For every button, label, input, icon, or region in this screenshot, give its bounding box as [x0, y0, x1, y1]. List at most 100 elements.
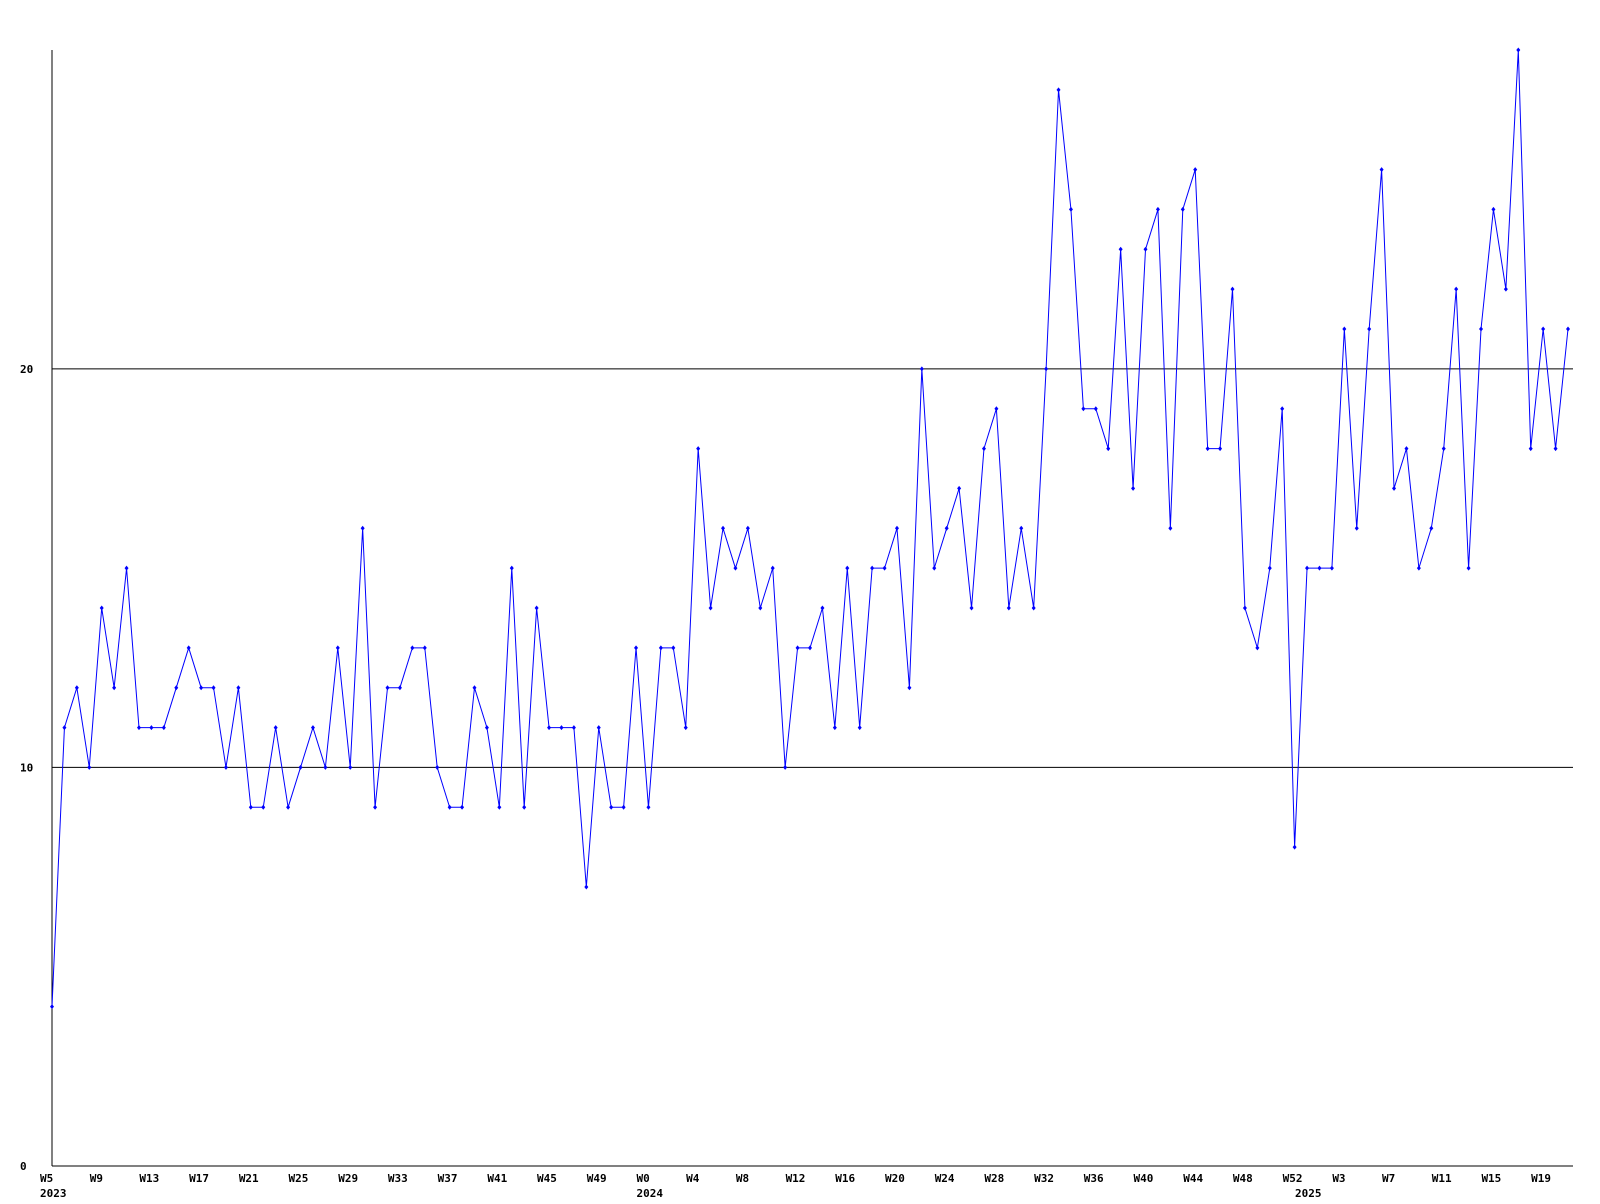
data-point: [1317, 565, 1322, 571]
data-point: [1528, 446, 1533, 452]
data-point: [708, 605, 713, 611]
x-tick-label: W37: [438, 1172, 458, 1185]
data-point: [74, 685, 79, 691]
data-point: [1093, 406, 1098, 412]
data-point: [1019, 525, 1024, 531]
data-point: [894, 525, 899, 531]
data-point: [261, 804, 266, 810]
data-point: [1404, 446, 1409, 452]
data-point: [1180, 206, 1185, 212]
data-point: [273, 725, 278, 731]
x-tick-label: W36: [1084, 1172, 1104, 1185]
x-tick-label: W13: [139, 1172, 159, 1185]
data-point: [857, 725, 862, 731]
data-point: [1155, 206, 1160, 212]
data-point: [1491, 206, 1496, 212]
data-point: [124, 565, 129, 571]
data-point: [1230, 286, 1235, 292]
data-point: [1193, 167, 1198, 173]
data-point: [1292, 844, 1297, 850]
y-tick-label: 20: [20, 363, 33, 376]
data-point: [981, 446, 986, 452]
data-point: [1131, 485, 1136, 491]
data-point: [1168, 525, 1173, 531]
x-tick-label: W9: [90, 1172, 103, 1185]
data-point: [1006, 605, 1011, 611]
data-point: [435, 764, 440, 770]
x-tick-label: W7: [1382, 1172, 1395, 1185]
data-point: [634, 645, 639, 651]
data-point: [1503, 286, 1508, 292]
data-point: [969, 605, 974, 611]
data-point: [199, 685, 204, 691]
x-tick-label: W48: [1233, 1172, 1253, 1185]
year-label: 2023: [40, 1187, 67, 1200]
data-point: [547, 725, 552, 731]
data-point: [919, 366, 924, 372]
data-point: [1044, 366, 1049, 372]
data-point: [1479, 326, 1484, 332]
x-tick-label: W29: [338, 1172, 358, 1185]
data-point: [397, 685, 402, 691]
data-point: [1056, 87, 1061, 93]
data-point: [149, 725, 154, 731]
data-point: [907, 685, 912, 691]
data-point: [584, 884, 589, 890]
data-point: [1367, 326, 1372, 332]
x-tick-label: W41: [487, 1172, 507, 1185]
x-tick-label: W16: [835, 1172, 855, 1185]
data-point: [472, 685, 477, 691]
data-point: [1454, 286, 1459, 292]
data-point: [186, 645, 191, 651]
x-tick-label: W24: [935, 1172, 955, 1185]
data-point: [1516, 47, 1521, 53]
data-point: [174, 685, 179, 691]
data-point: [1553, 446, 1558, 452]
data-point: [758, 605, 763, 611]
year-label: 2024: [636, 1187, 663, 1200]
data-point: [522, 804, 527, 810]
x-tick-label: W12: [786, 1172, 806, 1185]
data-point: [1329, 565, 1334, 571]
data-point: [832, 725, 837, 731]
data-point: [882, 565, 887, 571]
data-point: [323, 764, 328, 770]
data-point: [87, 764, 92, 770]
data-point: [373, 804, 378, 810]
data-point: [1305, 565, 1310, 571]
data-point: [99, 605, 104, 611]
data-point: [1392, 485, 1397, 491]
data-point: [1429, 525, 1434, 531]
data-point: [944, 525, 949, 531]
x-tick-label: W32: [1034, 1172, 1054, 1185]
data-point: [571, 725, 576, 731]
data-point: [1267, 565, 1272, 571]
data-point: [1342, 326, 1347, 332]
data-point: [770, 565, 775, 571]
data-point: [1379, 167, 1384, 173]
x-tick-label: W21: [239, 1172, 259, 1185]
data-point: [385, 685, 390, 691]
data-point: [1541, 326, 1546, 332]
y-tick-label: 0: [20, 1160, 27, 1173]
data-point: [1280, 406, 1285, 412]
data-point: [534, 605, 539, 611]
data-point: [298, 764, 303, 770]
data-point: [1466, 565, 1471, 571]
data-point: [696, 446, 701, 452]
data-point: [422, 645, 427, 651]
data-point: [509, 565, 514, 571]
data-line: [51, 49, 1569, 1007]
x-tick-label: W40: [1134, 1172, 1154, 1185]
data-point: [845, 565, 850, 571]
x-tick-label: W3: [1332, 1172, 1345, 1185]
data-point: [1255, 645, 1260, 651]
data-point: [310, 725, 315, 731]
data-point: [112, 685, 117, 691]
data-point: [286, 804, 291, 810]
data-point: [460, 804, 465, 810]
data-point: [335, 645, 340, 651]
data-point: [683, 725, 688, 731]
x-tick-label: W15: [1481, 1172, 1501, 1185]
